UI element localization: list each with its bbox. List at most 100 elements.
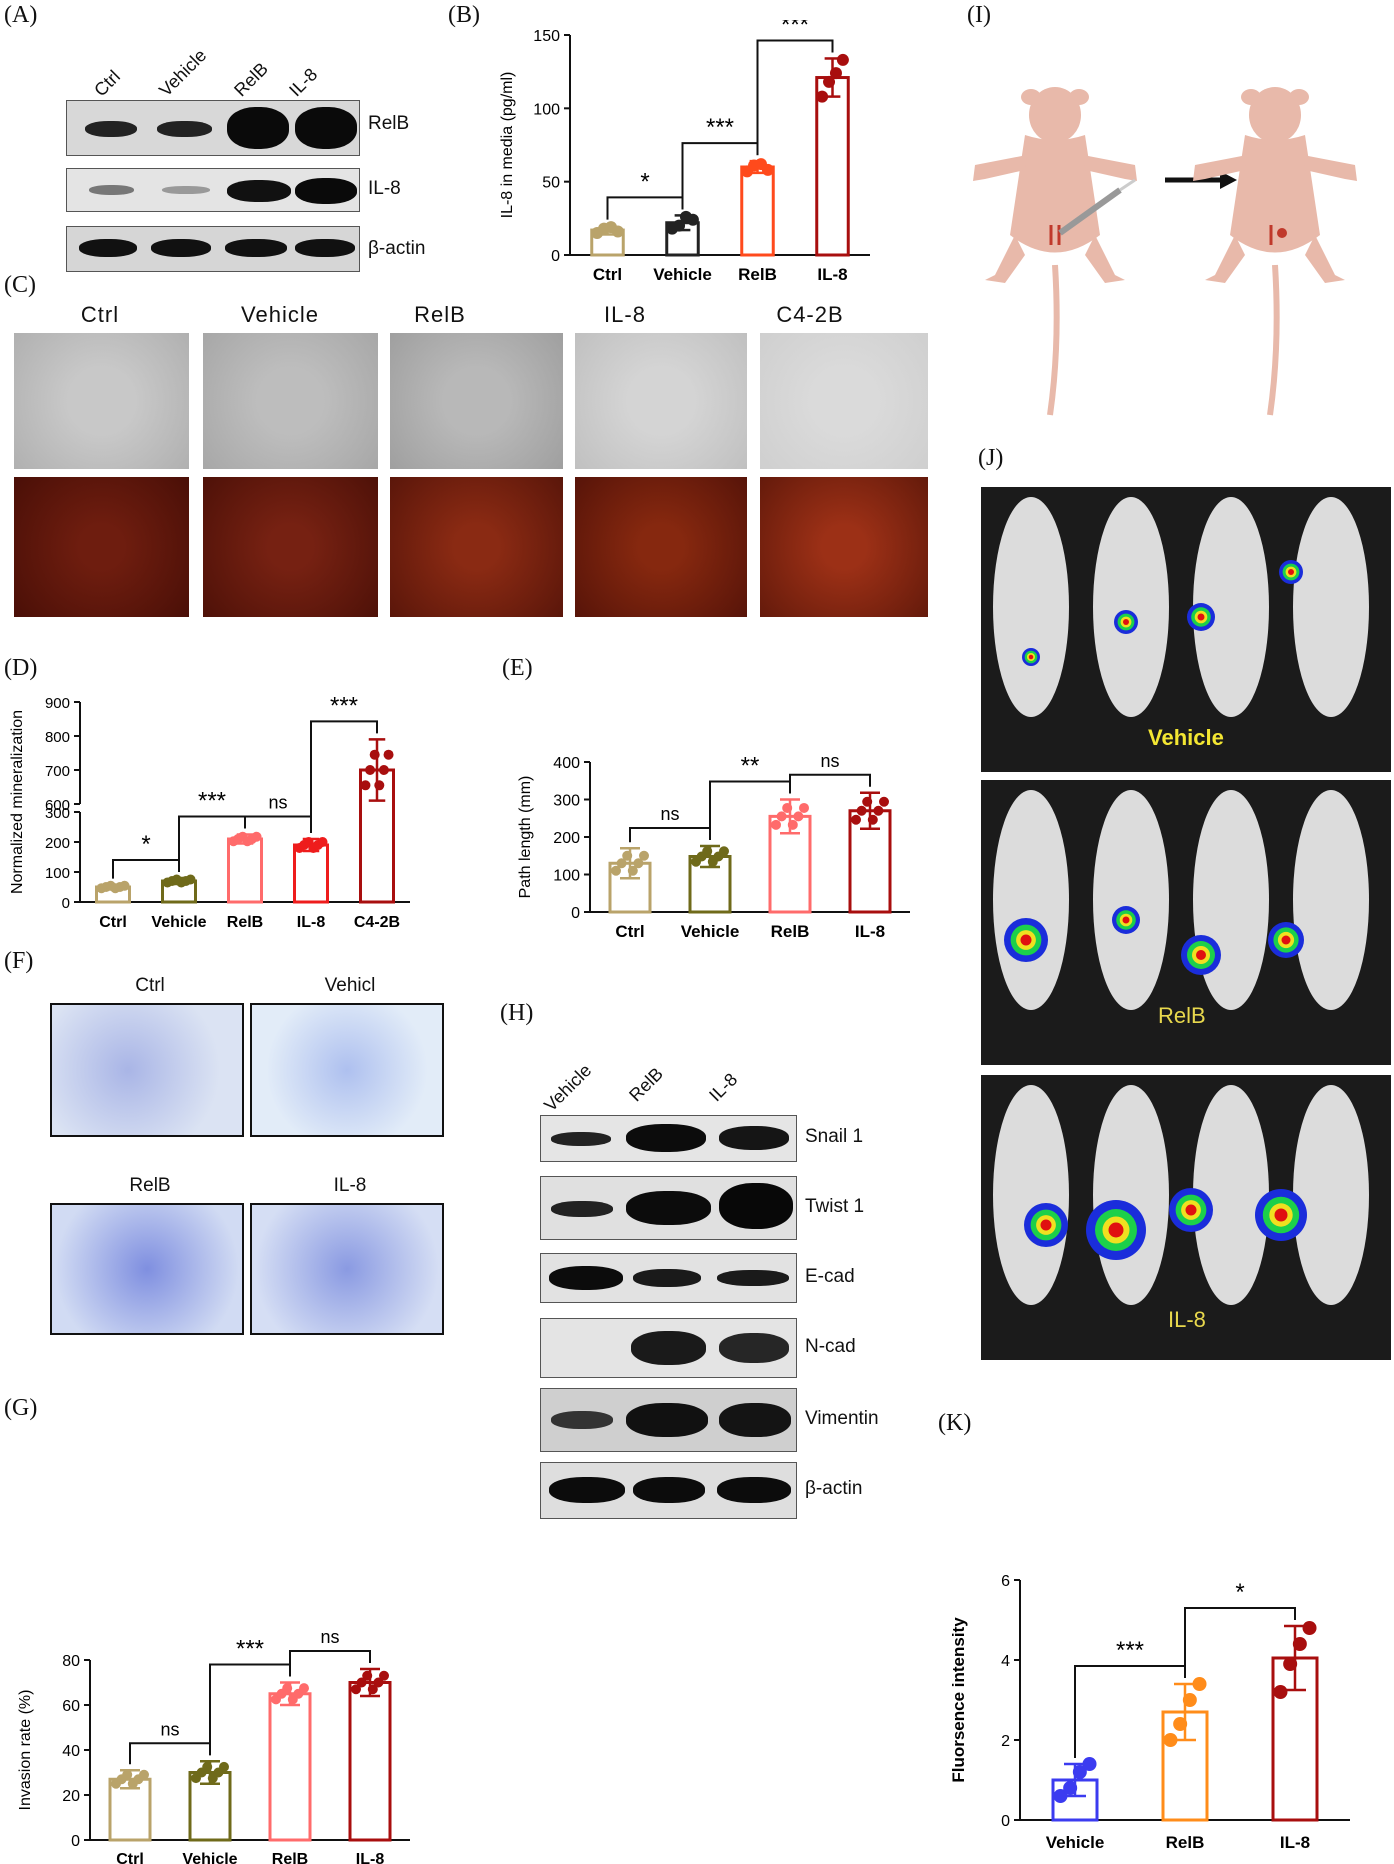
brightfield-il8 <box>575 333 747 469</box>
data-point <box>369 749 380 760</box>
significance-bracket <box>606 196 684 220</box>
h-blot-snail1 <box>540 1115 797 1162</box>
h-band-ecad: E-cad <box>805 1266 855 1287</box>
data-point <box>1063 1781 1078 1795</box>
x-tick-label: Ctrl <box>99 914 127 931</box>
data-point <box>202 1761 213 1772</box>
significance-bracket <box>112 859 180 879</box>
x-tick-label: RelB <box>771 922 810 941</box>
signal-blob <box>1196 950 1206 960</box>
data-point <box>373 1677 384 1688</box>
panel-label-h: (H) <box>500 1000 534 1026</box>
brightfield-relb <box>390 333 563 469</box>
significance-label: ns <box>268 793 287 813</box>
significance-label: *** <box>706 114 734 141</box>
micro-label-relb: RelB <box>414 302 466 327</box>
y-tick-label: 0 <box>551 248 560 265</box>
significance-label: ns <box>160 1719 179 1739</box>
data-point <box>1163 1733 1178 1747</box>
x-tick-label: Ctrl <box>116 1851 144 1864</box>
panel-label-d: (D) <box>4 655 38 681</box>
chart-b: 0 50 100 150 IL-8 in media (pg/ml) Ctrl Vehicl… <box>499 20 870 284</box>
data-point <box>299 1683 309 1694</box>
y-tick-label: 150 <box>533 28 560 45</box>
y-tick-label: 300 <box>553 793 580 810</box>
y-axis-title: Path length (mm) <box>517 776 534 899</box>
significance-bracket <box>789 773 871 794</box>
x-tick-label: IL-8 <box>297 914 326 931</box>
data-point <box>799 802 809 813</box>
fluorescence-relb <box>390 477 563 617</box>
signal-blob <box>1274 1208 1288 1222</box>
y-tick-label: 60 <box>62 1698 80 1715</box>
mouse-silhouette <box>1293 790 1369 1010</box>
h-blot-ecad <box>540 1253 797 1303</box>
data-point <box>611 865 621 876</box>
x-tick-label: C4-2B <box>354 914 400 931</box>
mouse-silhouette <box>993 790 1069 1010</box>
bar <box>227 837 263 904</box>
y-axis-title: Fluorsence intensity <box>949 1617 968 1783</box>
data-point <box>823 75 836 88</box>
y-tick-label: 0 <box>1001 1813 1010 1830</box>
data-point <box>378 765 389 775</box>
significance-bracket <box>129 1742 211 1765</box>
data-point <box>1283 1657 1298 1671</box>
data-point <box>139 1769 149 1780</box>
significance-label: * <box>1235 1579 1244 1606</box>
data-point <box>633 858 644 869</box>
blot-beta-actin-a <box>66 226 360 272</box>
data-point <box>719 846 729 857</box>
data-point <box>851 814 861 825</box>
h-band-vimentin: Vimentin <box>805 1408 879 1429</box>
chart-g: 0 20 40 60 80 Invasion rate (%) Ctrl Vehicle Rel… <box>17 1627 410 1864</box>
y-tick-label: 20 <box>62 1788 80 1805</box>
ivis-label-il8: IL-8 <box>1168 1307 1206 1332</box>
tile-label-ctrl: Ctrl <box>135 975 165 996</box>
bar <box>293 843 329 904</box>
data-point <box>1302 1621 1317 1635</box>
panel-label-c: (C) <box>4 272 36 298</box>
data-point <box>365 765 376 775</box>
data-point <box>836 53 849 66</box>
panel-i-mouse-diagram <box>973 87 1357 416</box>
mouse-before-icon <box>973 87 1137 416</box>
x-tick-label: Ctrl <box>593 265 622 284</box>
significance-label: *** <box>1116 1637 1144 1664</box>
data-point <box>627 865 638 876</box>
ivis-label-vehicle: Vehicle <box>1148 725 1224 750</box>
y-tick-label: 6 <box>1001 1573 1010 1590</box>
y-tick-label: 100 <box>553 868 580 885</box>
y-tick-label: 900 <box>45 695 70 712</box>
x-tick-label: Vehicle <box>182 1851 237 1864</box>
significance-bracket <box>244 815 312 833</box>
significance-bracket <box>310 720 378 833</box>
micro-label-vehicle: Vehicle <box>241 302 319 327</box>
panel-label-f: (F) <box>4 948 34 974</box>
signal-blob <box>1281 935 1291 945</box>
data-point <box>862 796 873 807</box>
h-band-beta-actin: β-actin <box>805 1478 863 1499</box>
arrow-icon <box>1165 171 1237 189</box>
significance-label: * <box>640 168 649 195</box>
fluorescence-il8 <box>575 477 747 617</box>
data-point <box>1273 1685 1288 1699</box>
data-point <box>686 213 699 226</box>
significance-label: ns <box>660 804 679 824</box>
band-label-il8: IL-8 <box>368 178 401 199</box>
micro-label-ctrl: Ctrl <box>80 302 120 327</box>
y-tick-label: 100 <box>533 101 560 118</box>
data-point <box>787 819 798 830</box>
data-point <box>367 1684 378 1695</box>
mouse-silhouette <box>1293 497 1369 717</box>
lane-label-ctrl: Ctrl <box>90 66 125 101</box>
x-tick-label: RelB <box>272 1851 308 1864</box>
y-tick-label: 0 <box>571 905 580 922</box>
x-tick-label: Vehicle <box>151 914 206 931</box>
signal-blob <box>1040 1219 1052 1231</box>
y-axis-title: Invasion rate (%) <box>17 1690 34 1811</box>
signal-blob <box>1123 619 1129 625</box>
tile-label-relb: RelB <box>129 1175 171 1196</box>
h-band-ncad: N-cad <box>805 1336 856 1357</box>
data-point <box>702 846 713 857</box>
